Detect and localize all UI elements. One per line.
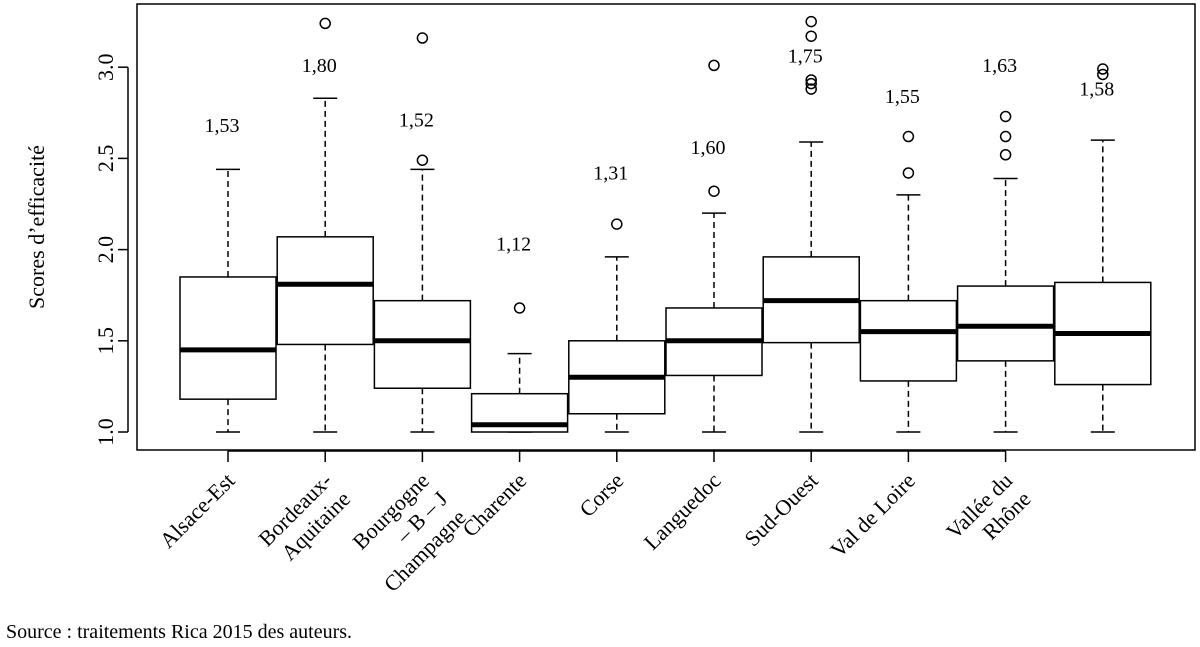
box-2 [373, 32, 472, 433]
box-7 [859, 130, 958, 433]
y-axis-title: Scores d’efficacité [24, 145, 49, 309]
outlier-point [805, 15, 817, 28]
box-0 [179, 168, 277, 433]
mean-label: 1,53 [205, 115, 240, 137]
x-tick-label-line: Alsace-Est [154, 468, 239, 553]
x-tick-label: Val de Loire [825, 468, 920, 563]
box-3 [470, 302, 569, 433]
x-tick-label: Corse [574, 468, 628, 522]
box-iqr [956, 285, 1055, 362]
outlier-point [416, 154, 429, 166]
outlier-point [805, 83, 817, 95]
y-tick-label: 2.0 [93, 236, 118, 264]
outlier-point [1097, 68, 1109, 81]
x-tick-label: Alsace-Est [154, 468, 239, 553]
outlier-point [999, 110, 1012, 123]
y-axis: 1.0 1.5 2.0 2.5 3.0 [93, 53, 129, 446]
mean-label: 1,80 [302, 55, 337, 77]
x-tick-label-line: Languedoc [639, 468, 726, 555]
mean-label: 1,31 [593, 162, 628, 184]
box-5 [665, 59, 763, 433]
outlier-point [805, 74, 817, 86]
x-tick-label: Bourgogne– B – JChampagne [342, 468, 471, 597]
outlier-point [902, 130, 915, 143]
y-tick-label: 1.0 [93, 418, 118, 446]
box-iqr [859, 299, 958, 382]
outlier-point [416, 32, 429, 44]
outlier-point [708, 185, 720, 197]
box-4 [568, 218, 666, 433]
x-tick-label: Languedoc [639, 468, 726, 555]
box-iqr [373, 299, 472, 389]
x-tick-label: Sud-Ouest [739, 468, 822, 551]
outlier-point [902, 167, 915, 179]
y-tick-label: 1.5 [93, 327, 118, 355]
outlier-point [1097, 63, 1109, 75]
x-tick-label-line: Corse [574, 468, 628, 522]
outlier-point [513, 302, 526, 314]
boxplot-chart: 1.0 1.5 2.0 2.5 3.0 Alsace-Est Bordeaux-Aquit… [24, 3, 1196, 597]
outlier-point [805, 30, 817, 42]
y-tick-label: 2.5 [93, 145, 118, 173]
mean-label: 1,75 [788, 46, 823, 68]
mean-label: 1,60 [691, 137, 726, 159]
box-6 [762, 15, 860, 433]
source-note: Source : traitements Rica 2015 des auteu… [6, 621, 353, 643]
plot-frame [136, 3, 1196, 451]
x-tick-label: Bordeaux-Aquitaine [253, 468, 355, 570]
outlier-point [319, 17, 331, 30]
box-9 [1054, 63, 1152, 433]
boxes [179, 15, 1152, 433]
mean-label: 1,12 [496, 234, 531, 256]
box-iqr [276, 236, 374, 346]
x-tick-label: Vallée duRhône [941, 468, 1035, 562]
mean-label: 1,63 [982, 55, 1017, 77]
outlier-point [805, 77, 817, 90]
box-1 [276, 17, 374, 433]
box-iqr [179, 276, 277, 400]
x-tick-label-line: Val de Loire [825, 468, 920, 563]
outlier-point [999, 130, 1012, 143]
box-8 [956, 110, 1055, 433]
outlier-point [999, 149, 1012, 161]
mean-label: 1,55 [885, 86, 920, 108]
x-tick-label: Charente [457, 468, 531, 542]
outlier-point [708, 59, 720, 72]
y-tick-label: 3.0 [93, 53, 118, 81]
x-tick-label-line: Charente [457, 468, 531, 542]
mean-labels: 1,53 1,80 1,52 1,12 1,31 1,60 1,75 1,55 1,63 1,58 [205, 46, 1115, 256]
mean-label: 1,52 [399, 110, 434, 132]
mean-label: 1,58 [1079, 79, 1114, 101]
x-tick-label-line: Sud-Ouest [739, 468, 822, 551]
outlier-point [611, 218, 623, 230]
